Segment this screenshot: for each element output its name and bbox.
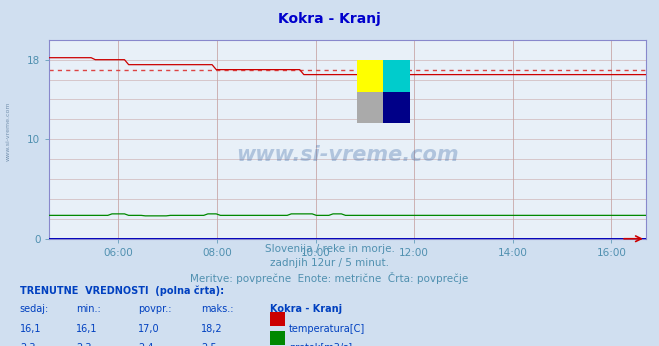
Text: 2,4: 2,4	[138, 343, 154, 346]
Text: Slovenija / reke in morje.: Slovenija / reke in morje.	[264, 244, 395, 254]
Text: povpr.:: povpr.:	[138, 304, 172, 315]
Text: Kokra - Kranj: Kokra - Kranj	[270, 304, 342, 315]
Text: 2,5: 2,5	[201, 343, 217, 346]
Text: 2,3: 2,3	[76, 343, 92, 346]
Text: Meritve: povprečne  Enote: metrične  Črta: povprečje: Meritve: povprečne Enote: metrične Črta:…	[190, 272, 469, 284]
Text: min.:: min.:	[76, 304, 101, 315]
Bar	[357, 60, 384, 92]
Text: pretok[m3/s]: pretok[m3/s]	[289, 343, 352, 346]
Text: 2,3: 2,3	[20, 343, 36, 346]
Text: sedaj:: sedaj:	[20, 304, 49, 315]
Bar	[357, 92, 384, 124]
Bar	[384, 60, 411, 92]
Text: www.si-vreme.com: www.si-vreme.com	[6, 102, 11, 161]
Text: maks.:: maks.:	[201, 304, 233, 315]
Text: 18,2: 18,2	[201, 324, 223, 334]
Text: 16,1: 16,1	[76, 324, 98, 334]
Text: TRENUTNE  VREDNOSTI  (polna črta):: TRENUTNE VREDNOSTI (polna črta):	[20, 285, 224, 296]
Text: Kokra - Kranj: Kokra - Kranj	[278, 12, 381, 26]
Bar	[384, 92, 411, 124]
Text: 17,0: 17,0	[138, 324, 160, 334]
Text: temperatura[C]: temperatura[C]	[289, 324, 365, 334]
Text: www.si-vreme.com: www.si-vreme.com	[237, 145, 459, 165]
Text: 16,1: 16,1	[20, 324, 42, 334]
Text: zadnjih 12ur / 5 minut.: zadnjih 12ur / 5 minut.	[270, 258, 389, 268]
